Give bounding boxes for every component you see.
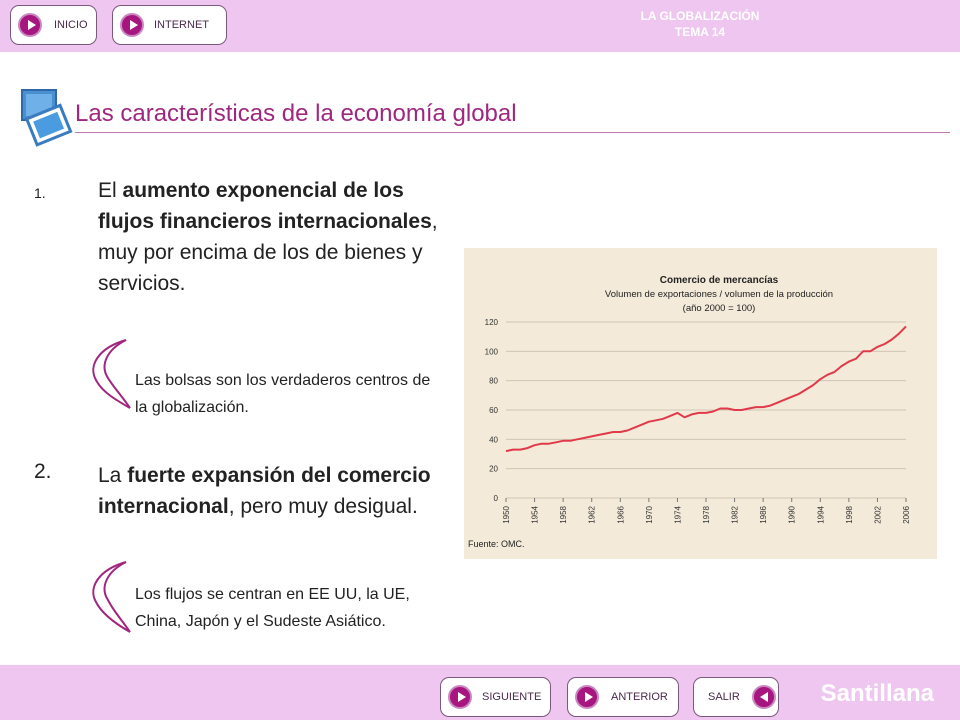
y-tick-label: 100 (485, 347, 499, 356)
point-1-pre: El (98, 179, 123, 202)
x-tick-label: 2002 (873, 505, 882, 523)
point-2-post: , pero muy desigual. (228, 495, 418, 518)
chart-panel: Comercio de mercancías Volumen de export… (464, 248, 937, 559)
x-tick-label: 2006 (902, 505, 911, 523)
point-1-bold: aumento exponencial de los flujos financ… (98, 179, 432, 233)
chart-grid (506, 321, 906, 499)
point-1-note: Las bolsas son los verdaderos centros de… (135, 372, 431, 416)
curved-arrow-icon (92, 561, 131, 633)
monitor-icon (21, 89, 73, 147)
header-title-line2: TEMA 14 (674, 25, 726, 39)
x-tick-label: 1958 (559, 505, 568, 523)
chart-subtitle-line1: Volumen de exportaciones / volumen de la… (605, 289, 833, 300)
point-2-bold: fuerte expansión del comercio internacio… (98, 464, 431, 518)
curved-arrow-icon (92, 339, 131, 409)
x-tick-label: 1998 (845, 505, 854, 523)
x-tick-label: 1986 (759, 505, 768, 523)
chart-series (505, 325, 907, 453)
point-2-note: Los flujos se centran en EE UU, la UE, C… (135, 586, 410, 630)
x-tick-label: 1970 (645, 505, 654, 523)
x-tick-label: 1962 (588, 505, 597, 523)
chart-title: Comercio de mercancías (660, 275, 779, 286)
play-right-icon (18, 13, 42, 37)
x-tick-label: 1974 (673, 505, 682, 523)
chart-y-ticks: 0 20 40 60 80 100 120 (485, 318, 499, 503)
series-line (505, 325, 907, 453)
internet-label: INTERNET (154, 19, 209, 31)
salir-button[interactable]: SALIR (693, 677, 779, 717)
header-title-line1: LA GLOBALIZACIÓN (640, 9, 760, 23)
y-tick-label: 120 (485, 318, 499, 327)
siguiente-button[interactable]: SIGUIENTE (440, 677, 551, 717)
point-2-text: La fuerte expansión del comercio interna… (98, 460, 448, 522)
title-divider (75, 132, 950, 133)
x-tick-label: 1994 (816, 505, 825, 523)
y-tick-label: 60 (489, 406, 498, 415)
chart-subtitle-line2: (año 2000 = 100) (683, 303, 756, 314)
play-right-icon (120, 13, 144, 37)
chart-x-ticks: 1950 1954 1958 1962 1966 1970 1974 1978 1982 1986… (502, 498, 911, 524)
y-tick-label: 20 (489, 465, 498, 474)
y-tick-label: 80 (489, 377, 498, 386)
x-tick-label: 1954 (531, 505, 540, 523)
x-tick-label: 1978 (702, 505, 711, 523)
anterior-label: ANTERIOR (611, 691, 668, 703)
point-1-post: , muy por encima de los de bienes y serv… (98, 210, 438, 295)
point-2-number: 2. (34, 460, 52, 483)
x-tick-label: 1982 (731, 505, 740, 523)
point-1-number: 1. (34, 185, 46, 201)
siguiente-label: SIGUIENTE (482, 691, 542, 703)
internet-button[interactable]: INTERNET (112, 5, 227, 45)
x-tick-label: 1990 (788, 505, 797, 523)
play-left-icon (751, 685, 776, 709)
inicio-label: INICIO (54, 19, 88, 31)
chart-source: Fuente: OMC. (468, 539, 525, 549)
header-title: LA GLOBALIZACIÓN TEMA 14 (560, 8, 840, 40)
x-tick-label: 1950 (502, 505, 511, 523)
inicio-button[interactable]: INICIO (10, 5, 97, 45)
x-tick-label: 1966 (616, 505, 625, 523)
play-right-icon (448, 685, 472, 709)
brand-logo: Santillana (820, 680, 934, 707)
slide-title: Las características de la economía globa… (75, 100, 517, 127)
point-2-pre: La (98, 464, 128, 487)
line-chart: Comercio de mercancías Volumen de export… (468, 275, 911, 549)
play-right-icon (575, 685, 599, 709)
point-1-text: El aumento exponencial de los flujos fin… (98, 175, 448, 299)
anterior-button[interactable]: ANTERIOR (567, 677, 679, 717)
y-tick-label: 0 (494, 494, 499, 503)
y-tick-label: 40 (489, 435, 498, 444)
salir-label: SALIR (708, 691, 740, 703)
